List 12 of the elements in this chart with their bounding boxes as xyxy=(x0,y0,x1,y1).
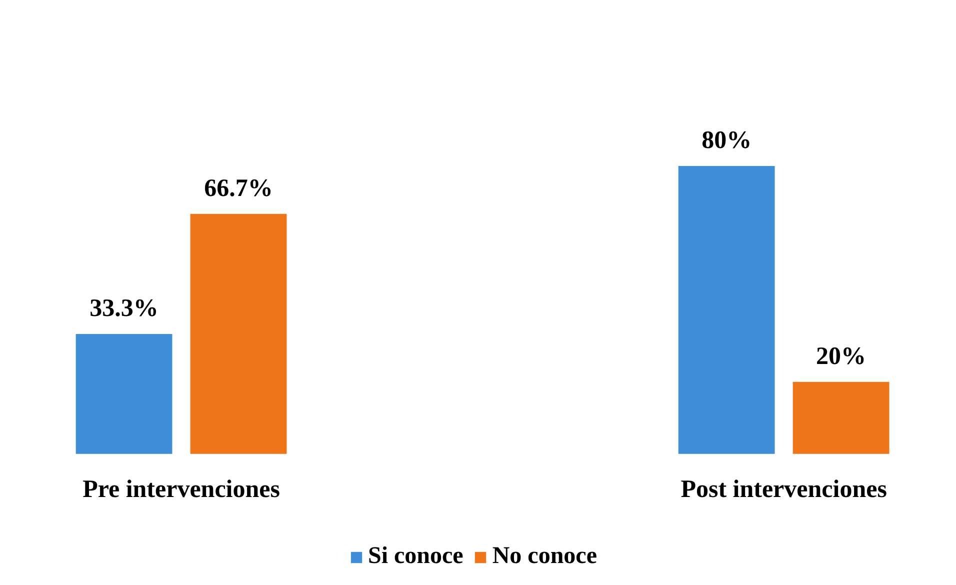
data-label: 66.7% xyxy=(204,174,273,202)
bar xyxy=(76,334,172,454)
data-label: 80% xyxy=(702,127,752,154)
data-label: 33.3% xyxy=(90,295,158,322)
legend-label: Si conoce xyxy=(368,543,464,570)
bar xyxy=(792,382,890,454)
bar xyxy=(678,166,775,454)
x-tick-label: Pre intervenciones xyxy=(82,476,280,503)
legend-label: No conoce xyxy=(492,543,597,570)
bar xyxy=(190,214,287,454)
data-label: 20% xyxy=(816,342,866,370)
x-tick-label: Post intervenciones xyxy=(680,476,888,503)
